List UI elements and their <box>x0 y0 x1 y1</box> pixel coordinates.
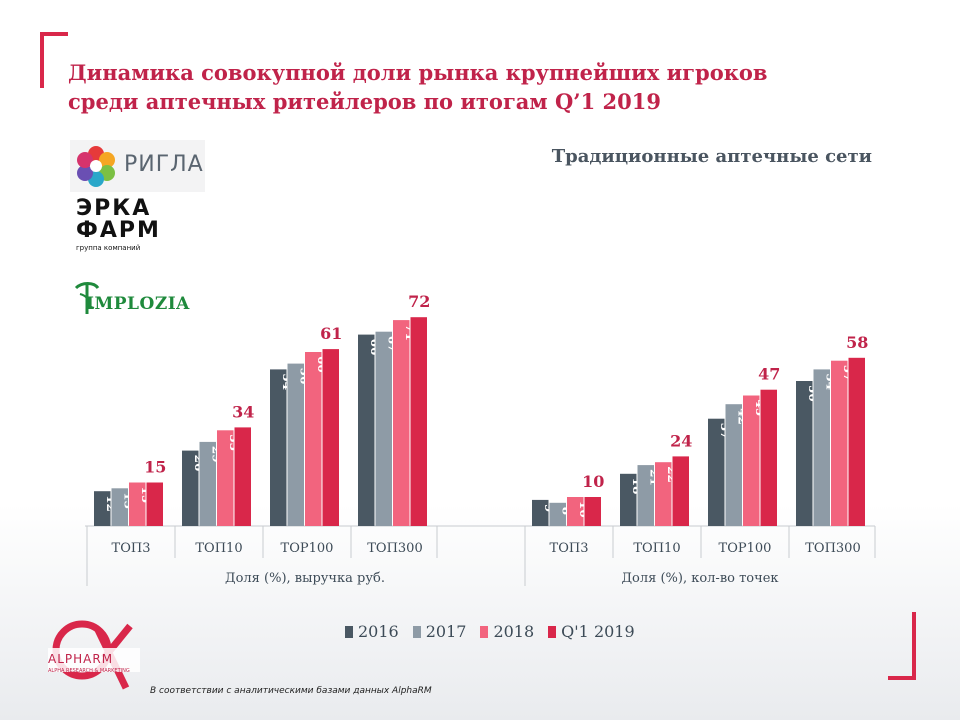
alpharm-logo-icon <box>48 620 140 690</box>
bar-1-top100-2018 <box>305 352 322 526</box>
implozia-logo: IMPLOZIA <box>72 280 202 316</box>
bar-1-топ10-q-1-2019 <box>234 427 251 526</box>
category-label: TOP100 <box>281 541 334 556</box>
bar-1-топ10-2016 <box>182 450 199 526</box>
rigla-flower-icon <box>77 146 115 187</box>
bar-2-топ300-2017 <box>813 369 830 526</box>
legend-swatch-2017 <box>412 625 421 638</box>
bar-value-label-highlight: 58 <box>846 333 868 352</box>
title-line-1: Динамика совокупной доли рынка крупнейши… <box>68 60 768 85</box>
bar-2-top100-2016 <box>708 418 725 526</box>
bar-value-label-highlight: 24 <box>670 431 692 450</box>
legend-swatch-q1-2019 <box>548 625 557 638</box>
legend-label-2016: 2016 <box>358 622 399 641</box>
footnote: В соответствии с аналитическими базами д… <box>150 686 432 696</box>
chart-subtitle: Традиционные аптечные сети <box>551 146 872 167</box>
bar-2-top100-2018 <box>743 395 760 526</box>
bar-2-top100-q-1-2019 <box>760 389 777 526</box>
bar-value-label-highlight: 47 <box>758 365 780 384</box>
bar-value-label-highlight: 15 <box>144 458 166 477</box>
legend-item-2016: 2016 <box>345 622 399 641</box>
implozia-logo-text: IMPLOZIA <box>86 294 190 314</box>
bar-2-топ10-q-1-2019 <box>672 456 689 526</box>
category-label: ТОП10 <box>195 541 242 556</box>
bar-1-топ300-2017 <box>375 331 392 526</box>
bar-2-топ3-2018 <box>567 497 584 526</box>
legend-label-q1-2019: Q'1 2019 <box>561 622 635 641</box>
bar-1-топ3-2016 <box>94 491 111 526</box>
legend-swatch-2016 <box>345 625 353 638</box>
erkafarm-logo-line-1: ЭРКА <box>76 196 152 221</box>
bar-1-топ10-2018 <box>217 430 234 526</box>
bar-1-топ300-2016 <box>358 334 375 526</box>
legend-item-2018: 2018 <box>480 622 534 641</box>
category-label: ТОП3 <box>112 541 151 556</box>
chart-legend: 2016 2017 2018 Q'1 2019 <box>345 622 635 641</box>
legend-label-2017: 2017 <box>425 622 467 641</box>
erkafarm-logo: ЭРКА ФАРМ группа компаний <box>76 198 166 258</box>
bar-1-топ3-2017 <box>111 488 128 526</box>
bar-2-top100-2017 <box>725 404 742 526</box>
bar-1-топ10-2017 <box>199 441 216 526</box>
corner-decoration-top-left <box>40 32 68 88</box>
bar-1-top100-2016 <box>270 369 287 526</box>
category-label: ТОП3 <box>550 541 589 556</box>
bar-1-топ300-2018 <box>393 320 410 526</box>
category-label: TOP100 <box>719 541 772 556</box>
bar-2-топ3-q-1-2019 <box>584 497 601 526</box>
group-label: Доля (%), кол-во точек <box>621 571 778 586</box>
title-line-2: среди аптечных ритейлеров по итогам Q’1 … <box>68 89 661 114</box>
caduceus-icon <box>74 282 100 314</box>
bar-1-топ300-q-1-2019 <box>410 317 427 526</box>
brand-subtitle: ALPHA RESEARCH & MARKETING <box>48 668 130 674</box>
legend-label-2018: 2018 <box>493 622 535 641</box>
erkafarm-logo-caption: группа компаний <box>76 244 141 252</box>
category-label: ТОП300 <box>367 541 422 556</box>
legend-item-q1-2019: Q'1 2019 <box>548 622 635 641</box>
bar-1-top100-q-1-2019 <box>322 349 339 526</box>
legend-item-2017: 2017 <box>412 622 467 641</box>
bar-2-топ3-2016 <box>532 499 549 526</box>
group-label: Доля (%), выручка руб. <box>225 571 385 586</box>
bar-value-label-highlight: 10 <box>582 472 604 491</box>
page-title: Динамика совокупной доли рынка крупнейши… <box>68 58 868 116</box>
bar-1-top100-2017 <box>287 363 304 526</box>
bar-value-label-highlight: 34 <box>232 402 254 421</box>
bar-value-label: 8 <box>559 507 573 515</box>
bar-2-топ300-q-1-2019 <box>848 357 865 526</box>
category-label: ТОП300 <box>805 541 860 556</box>
bar-2-топ300-2018 <box>831 360 848 526</box>
bar-2-топ10-2018 <box>655 462 672 526</box>
bar-value-label-highlight: 61 <box>320 324 342 343</box>
category-label: ТОП10 <box>633 541 680 556</box>
bar-1-топ3-q-1-2019 <box>146 482 163 526</box>
rigla-logo: РИГЛА <box>70 140 205 192</box>
corner-decoration-bottom-right <box>888 612 916 680</box>
bar-2-топ3-2017 <box>549 502 566 526</box>
bar-2-топ10-2016 <box>620 473 637 526</box>
bar-2-топ300-2016 <box>796 381 813 526</box>
bar-value-label: 9 <box>542 504 556 512</box>
brand-name: ALPHARM <box>48 652 114 666</box>
rigla-logo-text: РИГЛА <box>124 152 204 177</box>
legend-swatch-2018 <box>480 625 489 638</box>
bar-value-label-highlight: 72 <box>408 292 430 311</box>
bar-1-топ3-2018 <box>129 482 146 526</box>
bar-2-топ10-2017 <box>637 465 654 526</box>
erkafarm-logo-line-2: ФАРМ <box>76 218 161 243</box>
